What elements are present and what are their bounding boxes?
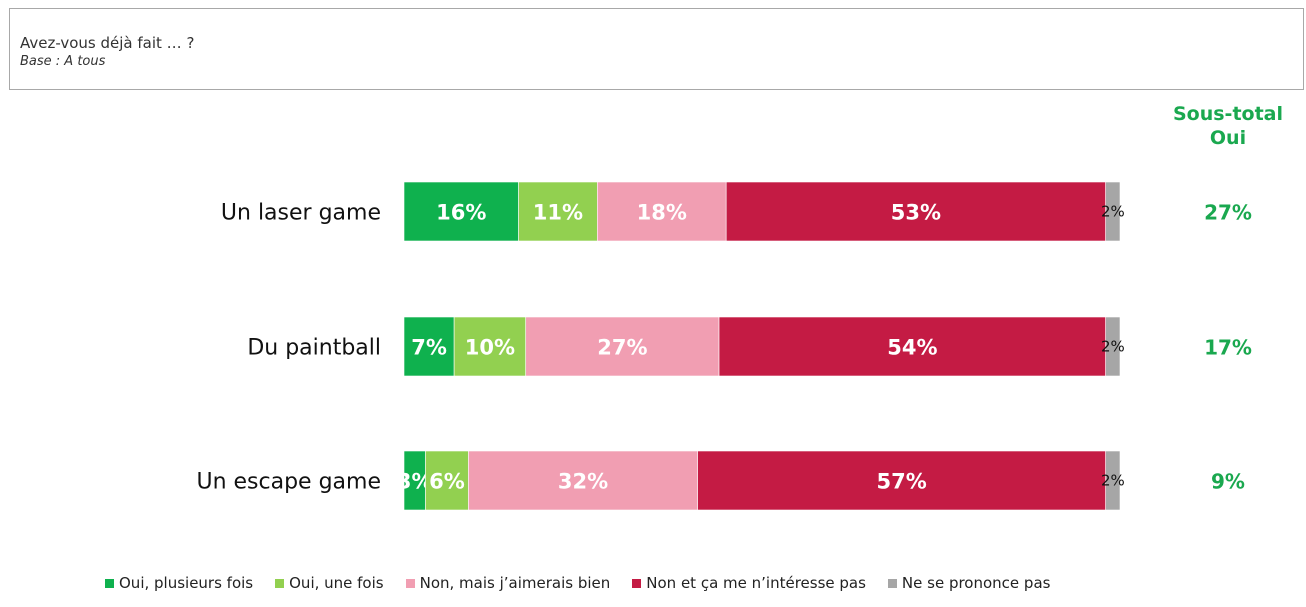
bar-segment xyxy=(425,450,469,511)
bar-segment xyxy=(468,450,698,511)
data-label: 27% xyxy=(597,336,647,360)
data-label: 10% xyxy=(465,336,515,360)
data-label: 18% xyxy=(637,201,687,225)
bar-segment xyxy=(453,316,527,377)
subtotal-header: Sous-total Oui xyxy=(1158,102,1298,150)
chart-legend: Oui, plusieurs fois Oui, une fois Non, mai… xyxy=(105,574,1072,592)
legend-item: Ne se prononce pas xyxy=(887,574,1051,592)
legend-swatch xyxy=(275,578,285,588)
category-label: Un laser game xyxy=(221,201,381,226)
legend-item: Non et ça me n’intéresse pas xyxy=(632,574,866,592)
bar-segment xyxy=(525,316,720,377)
legend-label: Ne se prononce pas xyxy=(901,574,1051,592)
legend-swatch xyxy=(405,578,415,588)
data-label: 2% xyxy=(1101,472,1125,490)
legend-label: Oui, plusieurs fois xyxy=(119,574,254,592)
subtotal-header-line1: Sous-total xyxy=(1172,103,1283,125)
subtotal-value: 9% xyxy=(1211,470,1245,494)
bar-segment xyxy=(1105,181,1121,242)
legend-swatch xyxy=(105,578,114,588)
bar-segment xyxy=(403,316,455,377)
data-label: 11% xyxy=(533,201,583,225)
data-label: 32% xyxy=(558,470,608,494)
category-label: Du paintball xyxy=(247,336,381,361)
bar-segment xyxy=(697,450,1106,511)
legend-item: Oui, une fois xyxy=(275,574,384,592)
bar-segment xyxy=(403,181,519,242)
legend-label: Non, mais j’aimerais bien xyxy=(419,574,611,592)
question-header: Avez-vous déjà fait … ? Base : A tous xyxy=(9,8,1304,90)
question-title: Avez-vous déjà fait … ? xyxy=(20,34,195,52)
legend-label: Non et ça me n’intéresse pas xyxy=(646,574,866,592)
bar-segment xyxy=(1105,316,1121,377)
data-label: 2% xyxy=(1101,338,1125,356)
subtotal-value: 17% xyxy=(1204,336,1252,360)
data-label: 7% xyxy=(411,336,447,360)
category-label: Un escape game xyxy=(196,470,381,495)
data-label: 2% xyxy=(1101,203,1125,221)
stacked-bar-chart: Un laser game 16% 11% 18% 53% 2% 27% Du paintba… xyxy=(196,181,1252,511)
bar-segment xyxy=(518,181,598,242)
legend-item: Non, mais j’aimerais bien xyxy=(405,574,611,592)
subtotal-header-line2: Oui xyxy=(1209,127,1247,149)
legend-swatch xyxy=(632,578,642,588)
data-label: 16% xyxy=(436,201,486,225)
data-label: 53% xyxy=(891,201,941,225)
legend-label: Oui, une fois xyxy=(289,574,384,592)
bar-segment xyxy=(597,181,727,242)
data-label: 6% xyxy=(429,470,465,494)
data-label: 57% xyxy=(876,470,926,494)
legend-item: Oui, plusieurs fois xyxy=(105,574,253,592)
legend-swatch xyxy=(887,578,897,588)
subtotal-value: 27% xyxy=(1204,201,1252,225)
data-label: 54% xyxy=(887,336,937,360)
question-base: Base : A tous xyxy=(20,54,106,69)
bar-segment xyxy=(1105,450,1121,511)
